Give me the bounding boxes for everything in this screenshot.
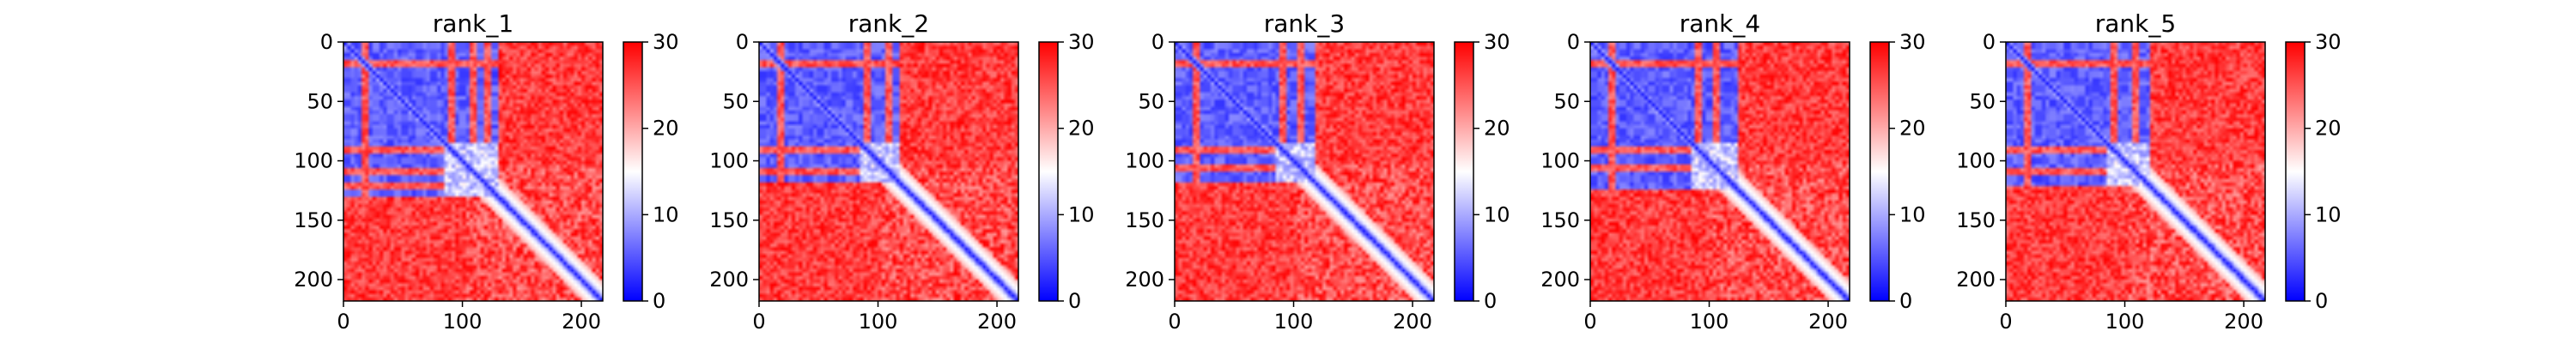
colorbar-tick-label: 20 [653,117,679,141]
colorbar-tick-label: 10 [2315,202,2342,226]
panel-title: rank_2 [848,9,929,38]
y-tick-label: 50 [1553,89,1580,113]
x-tick-label: 200 [1808,310,1848,334]
x-tick-label: 0 [337,310,349,334]
colorbar-tick-label: 10 [1899,202,1926,226]
x-tick-label: 100 [1274,310,1314,334]
colorbar-tick-label: 0 [1484,289,1497,313]
y-tick-label: 150 [709,208,749,232]
panel-title: rank_1 [433,9,513,38]
y-tick-label: 0 [1567,30,1580,54]
y-tick-label: 100 [709,149,749,173]
axes-frame [2005,41,2266,302]
heatmap-image [1175,42,1434,301]
y-tick-label: 50 [1969,89,1996,113]
y-tick-label: 200 [294,268,333,292]
y-tick-label: 200 [709,268,749,292]
x-tick-label: 0 [1583,310,1596,334]
colorbar-tick-label: 20 [1484,117,1510,141]
x-tick-label: 100 [443,310,483,334]
y-tick-label: 100 [1125,149,1164,173]
colorbar [623,41,643,302]
axes-frame [343,41,604,302]
x-tick-label: 100 [1690,310,1729,334]
y-tick-label: 150 [294,208,333,232]
colorbar-tick-label: 0 [653,289,665,313]
x-tick-label: 200 [1393,310,1432,334]
panel-title: rank_5 [2095,9,2176,38]
y-tick-label: 100 [1540,149,1580,173]
y-tick-label: 0 [736,30,749,54]
x-tick-label: 200 [2224,310,2263,334]
axes-frame [758,41,1019,302]
heatmap-image [759,42,1018,301]
colorbar-tick-label: 10 [1484,202,1510,226]
y-tick-label: 0 [1983,30,1996,54]
colorbar [1038,41,1059,302]
x-tick-label: 100 [859,310,898,334]
y-tick-label: 50 [307,89,333,113]
y-tick-label: 200 [1125,268,1164,292]
y-tick-label: 100 [1956,149,1996,173]
heatmap-image [343,42,603,301]
colorbar-tick-label: 30 [2315,30,2342,54]
y-tick-label: 150 [1956,208,1996,232]
x-tick-label: 100 [2105,310,2145,334]
x-tick-label: 200 [977,310,1017,334]
y-tick-label: 150 [1125,208,1164,232]
x-tick-label: 0 [752,310,765,334]
colorbar-tick-label: 0 [1899,289,1912,313]
y-tick-label: 50 [1138,89,1164,113]
colorbar-tick-label: 30 [1068,30,1095,54]
colorbar-tick-label: 30 [653,30,679,54]
panel-title: rank_4 [1680,9,1760,38]
heatmap-image [1590,42,1850,301]
y-tick-label: 0 [1151,30,1164,54]
colorbar-tick-label: 0 [1068,289,1081,313]
y-tick-label: 200 [1956,268,1996,292]
y-tick-label: 0 [320,30,333,54]
y-tick-label: 150 [1540,208,1580,232]
colorbar-tick-label: 0 [2315,289,2328,313]
colorbar-tick-label: 20 [2315,117,2342,141]
axes-frame [1174,41,1435,302]
colorbar [1454,41,1474,302]
x-tick-label: 0 [1999,310,2012,334]
panel-title: rank_3 [1264,9,1345,38]
y-tick-label: 50 [722,89,749,113]
colorbar-tick-label: 10 [653,202,679,226]
y-tick-label: 200 [1540,268,1580,292]
x-tick-label: 0 [1168,310,1181,334]
colorbar-tick-label: 20 [1068,117,1095,141]
colorbar-tick-label: 30 [1484,30,1510,54]
colorbar-tick-label: 20 [1899,117,1926,141]
y-tick-label: 100 [294,149,333,173]
colorbar-tick-label: 30 [1899,30,1926,54]
colorbar-tick-label: 10 [1068,202,1095,226]
colorbar [1869,41,1890,302]
heatmap-image [2006,42,2265,301]
axes-frame [1589,41,1850,302]
x-tick-label: 200 [562,310,601,334]
colorbar [2285,41,2306,302]
